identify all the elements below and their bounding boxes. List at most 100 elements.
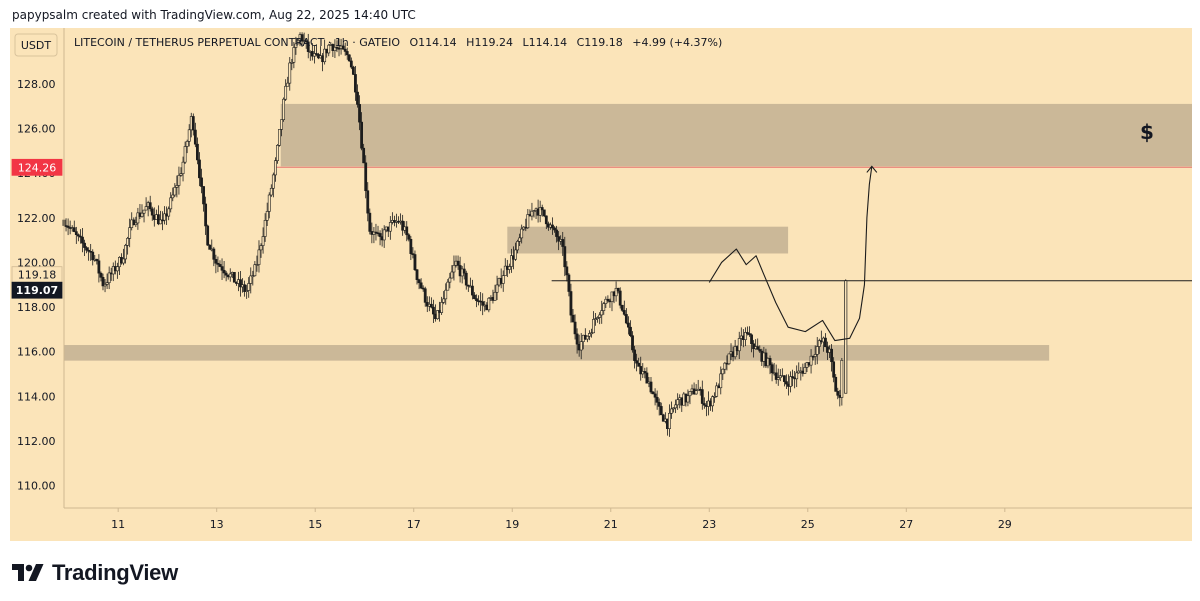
price-chart[interactable]: 110.00 112.00 114.00 116.00 118.00 120.00 122.… <box>10 28 1192 541</box>
candle-10 <box>83 239 86 257</box>
zones-layer <box>64 103 1192 361</box>
candle-97 <box>261 227 265 254</box>
candle-200 <box>473 292 476 300</box>
candle-232 <box>538 200 542 223</box>
candle-338 <box>756 338 760 350</box>
candle-body-54 <box>173 187 177 196</box>
y-tick-label: 126.00 <box>17 122 56 135</box>
candle-22 <box>107 266 111 290</box>
candle-103 <box>273 157 277 182</box>
candle-129 <box>327 43 331 57</box>
candle-354 <box>789 371 792 393</box>
candle-210 <box>493 284 497 301</box>
candle-body-114 <box>296 40 300 45</box>
candle-260 <box>596 316 600 323</box>
candle-188 <box>448 272 452 289</box>
candle-body-67 <box>200 177 203 187</box>
candle-body-377 <box>836 391 840 396</box>
candle-body-376 <box>834 376 838 392</box>
candle-body-107 <box>282 98 286 120</box>
currency-badge-box[interactable] <box>14 33 58 57</box>
candle-body-106 <box>280 119 283 130</box>
candle-274 <box>624 308 628 325</box>
candle-142 <box>354 66 357 101</box>
candle-body-226 <box>526 214 530 229</box>
x-tick-label: 25 <box>801 518 815 531</box>
candle-261 <box>598 312 602 325</box>
candle-284 <box>645 367 649 384</box>
candle-body-270 <box>616 287 620 292</box>
candle-207 <box>487 297 491 313</box>
candle-172 <box>415 269 419 285</box>
candle-body-113 <box>294 43 298 48</box>
candle-body-286 <box>649 381 653 393</box>
candle-body-148 <box>366 190 370 214</box>
candle-189 <box>450 265 454 279</box>
candle-36 <box>136 207 140 230</box>
candle-168 <box>407 233 411 242</box>
chart-area[interactable]: 110.00 112.00 114.00 116.00 118.00 120.00 122.… <box>10 28 1192 541</box>
candle-body-296 <box>670 408 673 414</box>
candle-368 <box>817 338 821 354</box>
candle-215 <box>503 258 507 277</box>
candle-39 <box>142 209 146 223</box>
candle-body-140 <box>349 60 353 68</box>
candle-body-88 <box>243 284 247 292</box>
candle-56 <box>177 166 181 195</box>
candle-21 <box>105 273 109 289</box>
candle-262 <box>600 300 604 324</box>
dollar-annotation: $ <box>1140 120 1154 144</box>
candle-109 <box>286 76 290 87</box>
candle-248 <box>571 309 575 323</box>
candle-279 <box>635 353 639 372</box>
candle-body-31 <box>126 238 130 246</box>
candle-body-321 <box>721 368 725 375</box>
candle-218 <box>510 248 513 273</box>
candle-body-201 <box>475 298 478 302</box>
candle-body-97 <box>261 236 265 246</box>
candle-body-379 <box>840 360 844 398</box>
candle-295 <box>668 404 671 437</box>
candle-147 <box>364 155 368 199</box>
candle-228 <box>530 202 534 221</box>
candle-body-119 <box>306 41 310 52</box>
candle-body-280 <box>637 362 641 367</box>
candle-body-184 <box>440 302 444 313</box>
candle-body-116 <box>300 34 304 42</box>
candle-102 <box>271 172 275 198</box>
candle-body-99 <box>265 211 269 221</box>
candle-58 <box>181 156 185 182</box>
candle-body-32 <box>128 227 132 239</box>
candle-body-265 <box>606 298 610 302</box>
candle-body-189 <box>450 271 454 279</box>
candle-252 <box>579 333 583 360</box>
candle-71 <box>208 244 212 250</box>
candle-108 <box>284 79 288 101</box>
candle-187 <box>446 279 450 291</box>
candle-body-26 <box>115 266 119 272</box>
candle-344 <box>768 355 772 375</box>
candle-body-94 <box>255 264 259 266</box>
candle-body-272 <box>620 304 624 311</box>
candle-104 <box>276 144 279 164</box>
candle-275 <box>627 316 630 335</box>
candle-247 <box>569 283 573 323</box>
candle-14 <box>91 249 95 266</box>
currency-badge[interactable]: USDT <box>21 39 52 52</box>
candle-body-287 <box>651 391 655 395</box>
candle-body-243 <box>561 239 565 247</box>
candle-body-70 <box>206 225 210 246</box>
candle-318 <box>715 382 719 398</box>
candle-73 <box>212 246 216 267</box>
candle-371 <box>824 333 827 348</box>
candle-308 <box>694 384 698 395</box>
candle-335 <box>750 333 753 353</box>
candle-body-284 <box>645 372 649 384</box>
candle-body-136 <box>341 45 345 50</box>
candle-320 <box>719 366 723 395</box>
candle-body-18 <box>99 272 103 278</box>
candle-138 <box>345 47 349 60</box>
candle-154 <box>378 230 382 246</box>
candle-159 <box>388 216 392 240</box>
candle-body-245 <box>565 266 569 276</box>
